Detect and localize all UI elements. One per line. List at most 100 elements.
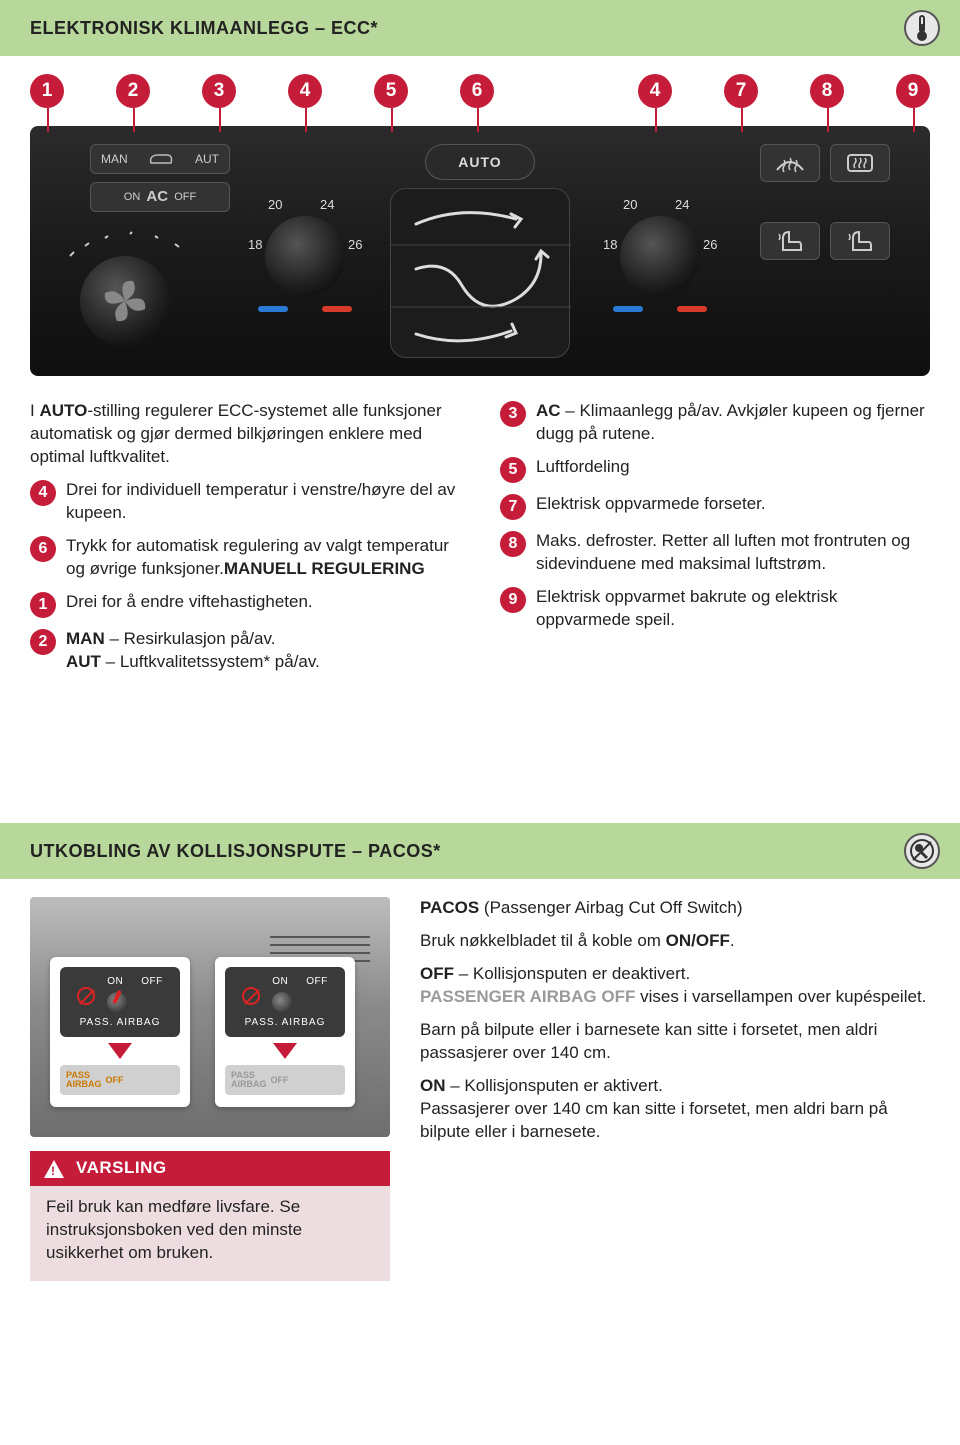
pacos-p3: OFF – Kollisjonsputen er deaktivert. PAS… [420,963,930,1009]
prohibit-icon [242,987,260,1005]
item-4: 4 Drei for individuell temperatur i vens… [30,479,460,525]
left-temp-dial [265,216,345,296]
item-8: 8 Maks. defroster. Retter all luften mot… [500,530,930,576]
knob-red-icon [107,992,127,1012]
arrow-down-icon [108,1043,132,1059]
fan-dial [80,256,170,346]
item-5-text: Luftfordeling [536,456,930,483]
item-2-text: MAN – Resirkulasjon på/av. AUT – Luftkva… [66,628,460,674]
auto-button: AUTO [425,144,535,180]
item-2: 2 MAN – Resirkulasjon på/av. AUT – Luftk… [30,628,460,674]
pacos-card-off: ONOFF PASS. AIRBAG PASS AIRBAG OFF [215,957,355,1107]
pass-airbag-label: PASS. AIRBAG [80,1016,161,1030]
varsling-box: VARSLING Feil bruk kan medføre livsfare.… [30,1151,390,1281]
badge-1: 1 [30,592,56,618]
callout-4: 4 [288,74,322,108]
passbar-dim: PASS AIRBAG OFF [225,1065,345,1095]
badge-6: 6 [30,536,56,562]
passbar-active: PASS AIRBAG OFF [60,1065,180,1095]
redbar-right-icon [677,306,707,312]
redbar-left-icon [322,306,352,312]
switchpad-off: ONOFF PASS. AIRBAG [225,967,345,1037]
thermometer-icon [904,10,940,46]
item-9: 9 Elektrisk oppvarmet bakrute og elektri… [500,586,930,632]
seat-heat-right-button [830,222,890,260]
pacos-right: PACOS (Passenger Airbag Cut Off Switch) … [420,897,930,1153]
item-1: 1 Drei for å endre viftehastigheten. [30,591,460,618]
badge-3: 3 [500,401,526,427]
pacos-left: ONOFF PASS. AIRBAG PASS AIRBAG OFF [30,897,390,1281]
callout-8: 8 [810,74,844,108]
callout-9: 9 [896,74,930,108]
section2-header: UTKOBLING AV KOLLISJONSPUTE – PACOS* [0,823,960,879]
pacos-p2: Bruk nøkkelbladet til å koble om ON/OFF. [420,930,930,953]
pacos-image: ONOFF PASS. AIRBAG PASS AIRBAG OFF [30,897,390,1137]
section1-header: ELEKTRONISK KLIMAANLEGG – ECC* [0,0,960,56]
airflow-panel [390,188,570,358]
item-8-text: Maks. defroster. Retter all luften mot f… [536,530,930,576]
man-aut-button: MAN AUT [90,144,230,174]
intro-text: I AUTO-stilling regulerer ECC-systemet a… [30,400,460,469]
section1-body: I AUTO-stilling regulerer ECC-systemet a… [0,376,960,723]
badge-4: 4 [30,480,56,506]
arrow-down-icon [273,1043,297,1059]
ecc-panel-area: 1 2 3 4 5 6 4 7 8 9 MAN AUT ON AC OFF [0,56,960,376]
badge-8: 8 [500,531,526,557]
pass-airbag-label: PASS. AIRBAG [245,1016,326,1030]
manuell-heading: MANUELL REGULERING [224,559,425,578]
dial-right-24: 24 [675,196,689,214]
item-5: 5 Luftfordeling [500,456,930,483]
seat-heat-left-button [760,222,820,260]
item-4-text: Drei for individuell temperatur i venstr… [66,479,460,525]
switchpad-on: ONOFF PASS. AIRBAG [60,967,180,1037]
warning-triangle-icon [44,1160,64,1178]
callout-3: 3 [202,74,236,108]
fan-dial-ticks-icon [60,226,200,266]
pacos-p1: PACOS (Passenger Airbag Cut Off Switch) [420,897,930,920]
heated-seat-icon [845,228,875,254]
callout-4b: 4 [638,74,672,108]
item-3: 3 AC – Klimaanlegg på/av. Avkjøler kupee… [500,400,930,446]
ecc-panel-image: MAN AUT ON AC OFF [30,126,930,376]
airbag-off-icon [904,833,940,869]
front-defrost-icon [773,150,807,176]
pacos-p5: ON – Kollisjonsputen er aktivert. Passas… [420,1075,930,1144]
varsling-title: VARSLING [76,1157,167,1180]
callout-1: 1 [30,74,64,108]
dial-left-24: 24 [320,196,334,214]
pacos-p4: Barn på bilpute eller i barnesete kan si… [420,1019,930,1065]
section1-right-col: 3 AC – Klimaanlegg på/av. Avkjøler kupee… [500,400,930,683]
bluebar-left-icon [258,306,288,312]
item-7: 7 Elektrisk oppvarmede forseter. [500,493,930,520]
badge-9: 9 [500,587,526,613]
item-3-text: AC – Klimaanlegg på/av. Avkjøler kupeen … [536,400,930,446]
varsling-head: VARSLING [30,1151,390,1186]
heated-seat-icon [775,228,805,254]
right-temp-dial [620,216,700,296]
callout-7: 7 [724,74,758,108]
pacos-body: ONOFF PASS. AIRBAG PASS AIRBAG OFF [0,879,960,1311]
callout-2: 2 [116,74,150,108]
item-6-text: Trykk for automatisk regulering av valgt… [66,535,460,581]
recirc-icon [147,151,175,167]
prohibit-icon [77,987,95,1005]
varsling-text: Feil bruk kan medføre livsfare. Se instr… [46,1196,374,1265]
airflow-icon [391,189,571,359]
fan-icon [80,256,170,346]
section1-title: ELEKTRONISK KLIMAANLEGG – ECC* [30,16,378,40]
rear-defrost-button [830,144,890,182]
section1-left-col: I AUTO-stilling regulerer ECC-systemet a… [30,400,460,683]
badge-5: 5 [500,457,526,483]
item-6: 6 Trykk for automatisk regulering av val… [30,535,460,581]
dial-right-26: 26 [703,236,717,254]
item-7-text: Elektrisk oppvarmede forseter. [536,493,930,520]
badge-7: 7 [500,494,526,520]
item-9-text: Elektrisk oppvarmet bakrute og elektrisk… [536,586,930,632]
front-defrost-button [760,144,820,182]
dial-left-26: 26 [348,236,362,254]
dial-right-18: 18 [603,236,617,254]
item-1-text: Drei for å endre viftehastigheten. [66,591,460,618]
pacos-card-on: ONOFF PASS. AIRBAG PASS AIRBAG OFF [50,957,190,1107]
knob-icon [272,992,292,1012]
bluebar-right-icon [613,306,643,312]
